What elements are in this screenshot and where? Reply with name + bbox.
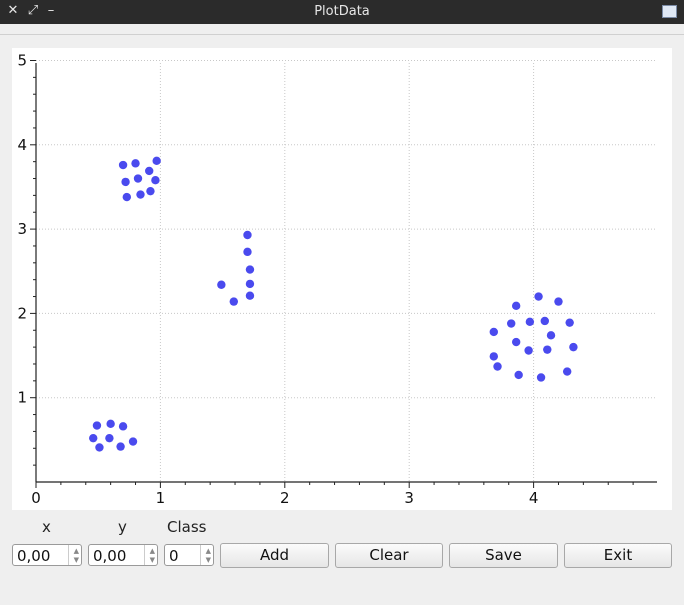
save-button[interactable]: Save — [449, 543, 558, 568]
data-point — [511, 337, 521, 347]
data-point — [245, 265, 255, 274]
data-point — [146, 186, 155, 196]
data-point — [546, 331, 556, 340]
app-menu-icon[interactable] — [662, 5, 677, 18]
data-point — [245, 291, 255, 300]
window-title: PlotData — [314, 4, 370, 19]
y-tick-label: 3 — [17, 220, 27, 238]
menu-separator — [0, 34, 684, 35]
y-label: y — [118, 518, 127, 536]
data-point — [133, 174, 143, 183]
data-point — [507, 319, 516, 328]
class-label: Class — [167, 518, 207, 536]
x-tick-label: 3 — [404, 489, 414, 507]
data-point — [131, 159, 140, 168]
data-point — [511, 301, 521, 311]
y-tick-label: 2 — [17, 304, 27, 322]
minimize-icon[interactable]: – — [47, 3, 55, 18]
x-tick-label: 2 — [280, 489, 290, 507]
class-value[interactable]: 0 — [169, 547, 179, 565]
data-point — [95, 443, 104, 452]
data-point — [543, 345, 552, 354]
data-point — [525, 317, 535, 327]
scatter-chart: 0 1 2 3 4 1 2 3 4 5 — [17, 52, 657, 507]
data-point — [534, 292, 543, 301]
plot-area: 0 1 2 3 4 1 2 3 4 5 — [12, 48, 672, 510]
data-point — [245, 279, 255, 289]
y-tick-label: 1 — [17, 389, 27, 407]
close-icon[interactable]: ✕ — [7, 3, 19, 18]
stepper-up-icon[interactable]: ▲ — [205, 547, 211, 555]
title-bar: ✕ ⤢ – PlotData — [0, 0, 684, 24]
data-point — [514, 370, 523, 380]
data-point — [562, 367, 572, 376]
data-point — [524, 346, 533, 355]
data-point — [493, 362, 502, 371]
data-point — [145, 166, 154, 176]
x-tick-label: 4 — [529, 489, 539, 507]
data-point — [152, 156, 161, 166]
x-value[interactable]: 0,00 — [17, 547, 51, 565]
data-point — [217, 280, 226, 289]
data-point — [243, 230, 252, 240]
y-tick-label: 4 — [17, 136, 27, 154]
stepper-up-icon[interactable]: ▲ — [149, 547, 155, 555]
data-point — [151, 176, 160, 185]
data-point — [122, 192, 132, 202]
add-button[interactable]: Add — [220, 543, 329, 568]
stepper-down-icon[interactable]: ▼ — [149, 556, 155, 564]
data-point — [569, 342, 578, 352]
y-value[interactable]: 0,00 — [93, 547, 127, 565]
x-tick-label: 1 — [156, 489, 166, 507]
stepper-up-icon[interactable]: ▲ — [73, 547, 79, 555]
class-spinbox[interactable]: 0 ▲ ▼ — [164, 544, 214, 566]
data-point — [116, 442, 125, 451]
data-point — [229, 297, 238, 306]
data-point — [92, 421, 102, 430]
data-point — [489, 327, 498, 337]
data-point — [118, 160, 128, 170]
data-point — [565, 318, 574, 327]
clear-button[interactable]: Clear — [335, 543, 443, 568]
x-stepper[interactable]: ▲ ▼ — [68, 545, 81, 565]
data-point — [243, 247, 252, 257]
data-point — [554, 297, 563, 306]
data-point — [89, 433, 98, 443]
stepper-down-icon[interactable]: ▼ — [205, 556, 211, 564]
class-stepper[interactable]: ▲ ▼ — [200, 545, 213, 565]
y-spinbox[interactable]: 0,00 ▲ ▼ — [88, 544, 158, 566]
data-point — [489, 352, 498, 361]
data-point — [136, 190, 145, 199]
data-point — [128, 437, 138, 446]
exit-button[interactable]: Exit — [564, 543, 672, 568]
stepper-down-icon[interactable]: ▼ — [73, 556, 79, 564]
maximize-icon[interactable]: ⤢ — [27, 3, 39, 18]
data-point — [105, 433, 114, 443]
y-stepper[interactable]: ▲ ▼ — [144, 545, 157, 565]
x-label: x — [42, 518, 51, 536]
y-tick-label: 5 — [17, 52, 27, 70]
data-point — [118, 422, 128, 431]
data-point — [106, 419, 115, 429]
x-tick-label: 0 — [31, 489, 41, 507]
data-point — [536, 373, 546, 382]
data-point — [540, 316, 549, 326]
x-spinbox[interactable]: 0,00 ▲ ▼ — [12, 544, 82, 566]
data-point — [121, 177, 130, 187]
